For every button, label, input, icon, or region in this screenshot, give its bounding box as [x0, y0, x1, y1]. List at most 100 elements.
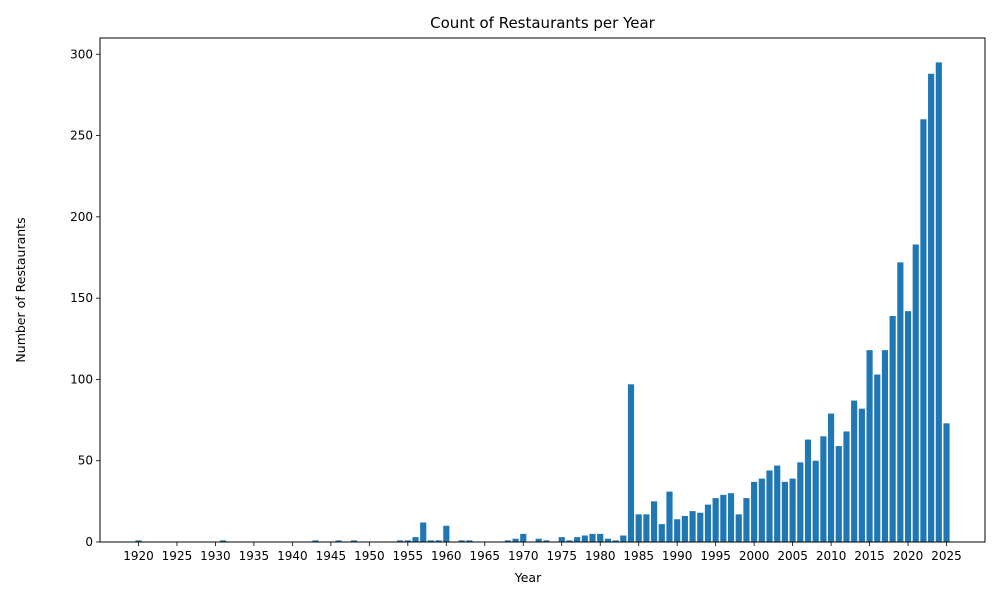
bar-2011	[835, 446, 842, 542]
x-tick-label: 1945	[316, 549, 347, 563]
bar-1960	[443, 525, 450, 542]
bar-2024	[935, 62, 942, 542]
bar-2020	[904, 311, 912, 542]
bar-1995	[712, 498, 719, 542]
bar-1968	[504, 540, 511, 542]
x-tick-label: 1925	[162, 549, 193, 563]
x-tick-label: 1940	[277, 549, 308, 563]
chart-title: Count of Restaurants per Year	[430, 14, 656, 32]
bar-1994	[704, 504, 712, 542]
bar-1985	[635, 514, 642, 542]
bar-1963	[466, 540, 473, 542]
bar-1996	[720, 494, 727, 542]
x-tick-label: 1960	[431, 549, 462, 563]
bar-1993	[697, 512, 704, 542]
y-axis-label: Number of Restaurants	[13, 217, 28, 362]
bar-2019	[897, 262, 904, 542]
x-tick-label: 1955	[393, 549, 424, 563]
bar-1969	[512, 538, 519, 542]
x-axis-label: Year	[514, 570, 542, 585]
bar-2017	[881, 350, 889, 542]
bar-1991	[681, 515, 688, 542]
bar-2018	[889, 316, 896, 542]
bar-1983	[620, 535, 627, 542]
bar-1977	[574, 537, 581, 542]
bar-2002	[766, 470, 773, 542]
plot-frame	[99, 37, 986, 543]
bar-2009	[820, 436, 827, 542]
y-tick-label: 200	[70, 210, 93, 224]
bar-2006	[797, 462, 804, 542]
bar-1981	[604, 538, 611, 542]
bar-1946	[335, 540, 342, 542]
bar-2003	[774, 465, 781, 542]
x-tick-label: 1920	[123, 549, 154, 563]
bar-2014	[858, 408, 865, 542]
bar-2016	[874, 374, 881, 542]
y-tick-label: 100	[70, 372, 93, 386]
bar-2010	[828, 413, 835, 542]
x-tick-label: 2025	[931, 549, 962, 563]
bar-2012	[843, 431, 850, 542]
y-tick-label: 50	[78, 454, 93, 468]
bar-1998	[735, 514, 742, 542]
bar-1955	[404, 540, 411, 542]
x-tick-label: 1965	[470, 549, 501, 563]
bar-1987	[651, 501, 658, 542]
x-tick-label: 1975	[546, 549, 577, 563]
y-tick-label: 150	[70, 291, 93, 305]
x-tick-label: 1950	[354, 549, 385, 563]
bar-1984	[627, 384, 635, 542]
bar-2023	[928, 73, 935, 543]
bar-1957	[420, 522, 427, 542]
ticks-layer: 1920 1925 1930 1935 1940 1945 1950 1955 1960 1965…	[70, 47, 962, 563]
bar-1986	[643, 514, 650, 542]
x-tick-label: 1985	[623, 549, 654, 563]
x-tick-label: 2005	[777, 549, 808, 563]
bar-1999	[743, 498, 750, 542]
bar-2004	[781, 481, 788, 542]
bar-1959	[435, 540, 442, 542]
bar-2000	[751, 481, 758, 542]
bar-1988	[658, 524, 665, 542]
bar-1962	[458, 540, 465, 542]
bar-1978	[581, 535, 588, 542]
bar-1997	[727, 493, 735, 542]
y-tick-label: 300	[70, 47, 93, 61]
bar-1948	[350, 540, 358, 542]
x-tick-label: 2000	[739, 549, 770, 563]
x-tick-label: 1930	[200, 549, 231, 563]
bar-1973	[543, 540, 550, 542]
bar-1943	[312, 540, 319, 542]
bar-2015	[866, 350, 873, 542]
y-tick-label: 250	[70, 129, 93, 143]
bar-1931	[220, 540, 227, 542]
bar-2005	[789, 478, 796, 542]
bar-1920	[135, 540, 142, 542]
y-tick-label: 0	[85, 535, 93, 549]
x-tick-label: 2010	[816, 549, 847, 563]
bar-1954	[397, 540, 404, 542]
bar-1979	[589, 533, 596, 542]
bar-1992	[689, 511, 696, 542]
bar-1970	[520, 533, 527, 542]
bar-2013	[851, 400, 858, 542]
bar-1980	[597, 533, 604, 542]
bar-1990	[674, 519, 681, 542]
bar-1982	[612, 540, 619, 542]
bar-1989	[666, 491, 673, 542]
bar-1972	[535, 538, 542, 542]
x-tick-label: 2015	[854, 549, 885, 563]
x-tick-label: 1995	[700, 549, 731, 563]
bar-1976	[566, 540, 573, 542]
x-tick-label: 1935	[239, 549, 270, 563]
bar-2022	[920, 119, 927, 542]
bar-2008	[812, 460, 819, 542]
bar-1975	[558, 537, 565, 542]
bars-layer	[135, 62, 950, 543]
bar-2025	[943, 423, 950, 542]
bar-2007	[804, 439, 812, 542]
x-tick-label: 1980	[585, 549, 616, 563]
